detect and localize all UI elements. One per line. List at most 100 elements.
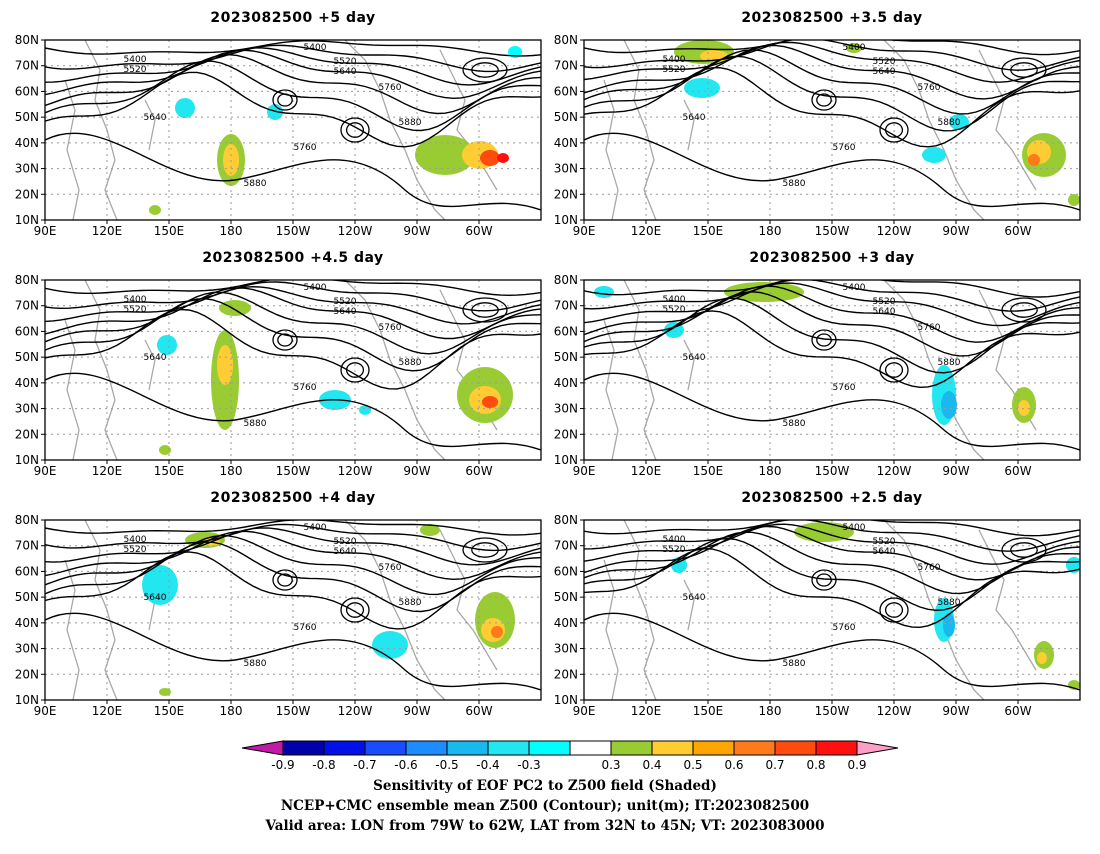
z500-contour xyxy=(584,612,1080,691)
lon-tick-label: 150W xyxy=(276,464,311,478)
colorbar-tick-label: -0.8 xyxy=(312,758,335,772)
sensitivity-shading xyxy=(1037,652,1047,664)
contour-label: 5520 xyxy=(334,537,357,547)
lat-tick-label: 80N xyxy=(15,273,39,287)
coastline xyxy=(144,339,156,391)
lat-tick-label: 20N xyxy=(554,187,578,201)
z500-contour xyxy=(45,527,541,566)
contour-label: 5400 xyxy=(304,523,327,533)
z500-contour xyxy=(584,280,1080,312)
lon-tick-label: 90W xyxy=(942,224,969,238)
lat-tick-label: 10N xyxy=(15,453,39,467)
contour-label: 5760 xyxy=(379,83,402,93)
lat-tick-label: 30N xyxy=(554,642,578,656)
colorbar-swatch xyxy=(651,740,694,756)
lon-tick-label: 60W xyxy=(465,704,492,718)
contour-label: 5640 xyxy=(144,113,167,123)
coastline xyxy=(64,79,80,220)
contour-label: 5400 xyxy=(124,55,147,65)
closed-contour xyxy=(884,602,904,618)
lon-tick-label: 150W xyxy=(815,224,850,238)
lon-tick-label: 90E xyxy=(34,704,57,718)
lat-tick-label: 40N xyxy=(554,136,578,150)
z500-contour xyxy=(45,49,541,100)
coastline xyxy=(623,40,657,220)
coastline xyxy=(623,280,657,460)
lat-tick-label: 20N xyxy=(15,667,39,681)
contour-label: 5640 xyxy=(334,547,357,557)
colorbar-tick-label: -0.4 xyxy=(476,758,499,772)
z500-contour xyxy=(45,71,541,148)
lat-tick-label: 70N xyxy=(15,539,39,553)
lon-tick-label: 150E xyxy=(693,224,724,238)
colorbar-tick-label: 0.6 xyxy=(724,758,743,772)
sensitivity-shading xyxy=(1068,194,1080,206)
lat-tick-label: 50N xyxy=(554,110,578,124)
lat-tick-label: 10N xyxy=(15,693,39,707)
contour-label: 5880 xyxy=(399,118,422,128)
coastline xyxy=(978,529,1037,671)
contour-label: 5640 xyxy=(683,593,706,603)
colorbar-swatch xyxy=(405,740,448,756)
lat-tick-label: 80N xyxy=(554,513,578,527)
closed-contour xyxy=(272,89,298,111)
contour-label: 5640 xyxy=(334,307,357,317)
contour-label: 5880 xyxy=(244,419,267,429)
lat-tick-label: 80N xyxy=(15,513,39,527)
sensitivity-shading xyxy=(415,135,475,175)
lat-tick-label: 20N xyxy=(554,667,578,681)
contour-label: 5400 xyxy=(124,295,147,305)
closed-contour xyxy=(340,357,370,383)
lat-tick-label: 70N xyxy=(554,59,578,73)
z500-contour xyxy=(45,132,541,211)
lat-tick-label: 70N xyxy=(554,539,578,553)
lon-tick-label: 60W xyxy=(465,464,492,478)
lon-tick-label: 90W xyxy=(403,224,430,238)
lat-tick-label: 70N xyxy=(15,59,39,73)
colorbar-swatch xyxy=(692,740,735,756)
coastline xyxy=(683,99,695,151)
lon-tick-label: 150W xyxy=(815,704,850,718)
lon-tick-label: 90E xyxy=(34,464,57,478)
lon-tick-label: 180 xyxy=(220,464,243,478)
sensitivity-shading xyxy=(491,626,503,638)
colorbar-swatch xyxy=(733,740,776,756)
colorbar-swatch xyxy=(569,740,612,756)
z500-contour xyxy=(584,523,1080,565)
contour-label: 5760 xyxy=(833,143,856,153)
contour-label: 5520 xyxy=(663,305,686,315)
coastline xyxy=(603,319,619,460)
lon-tick-label: 120W xyxy=(338,704,373,718)
lon-tick-label: 90W xyxy=(942,464,969,478)
lat-tick-label: 30N xyxy=(15,162,39,176)
closed-contour xyxy=(462,297,508,323)
coastline xyxy=(84,280,118,460)
lon-tick-label: 180 xyxy=(759,224,782,238)
closed-contour xyxy=(345,122,365,138)
contour-label: 5400 xyxy=(663,535,686,545)
panel-title: 2023082500 +3 day xyxy=(749,250,914,266)
contour-label: 5400 xyxy=(124,535,147,545)
lat-tick-label: 10N xyxy=(554,213,578,227)
lat-tick-label: 40N xyxy=(15,376,39,390)
closed-contour xyxy=(462,57,508,83)
lon-tick-label: 60W xyxy=(1004,704,1031,718)
z500-contour xyxy=(45,285,541,325)
lat-tick-label: 60N xyxy=(554,84,578,98)
closed-contour xyxy=(272,569,298,591)
lat-tick-label: 40N xyxy=(15,136,39,150)
lat-tick-label: 80N xyxy=(15,33,39,47)
z500-contour xyxy=(584,520,1080,537)
z500-contour xyxy=(584,44,1080,100)
lon-tick-label: 120W xyxy=(338,464,373,478)
lat-tick-label: 60N xyxy=(15,324,39,338)
coastline xyxy=(683,339,695,391)
lat-tick-label: 10N xyxy=(15,213,39,227)
z500-contour xyxy=(45,372,541,451)
contour-label: 5880 xyxy=(938,598,961,608)
lat-tick-label: 50N xyxy=(15,350,39,364)
lon-tick-label: 150E xyxy=(693,704,724,718)
